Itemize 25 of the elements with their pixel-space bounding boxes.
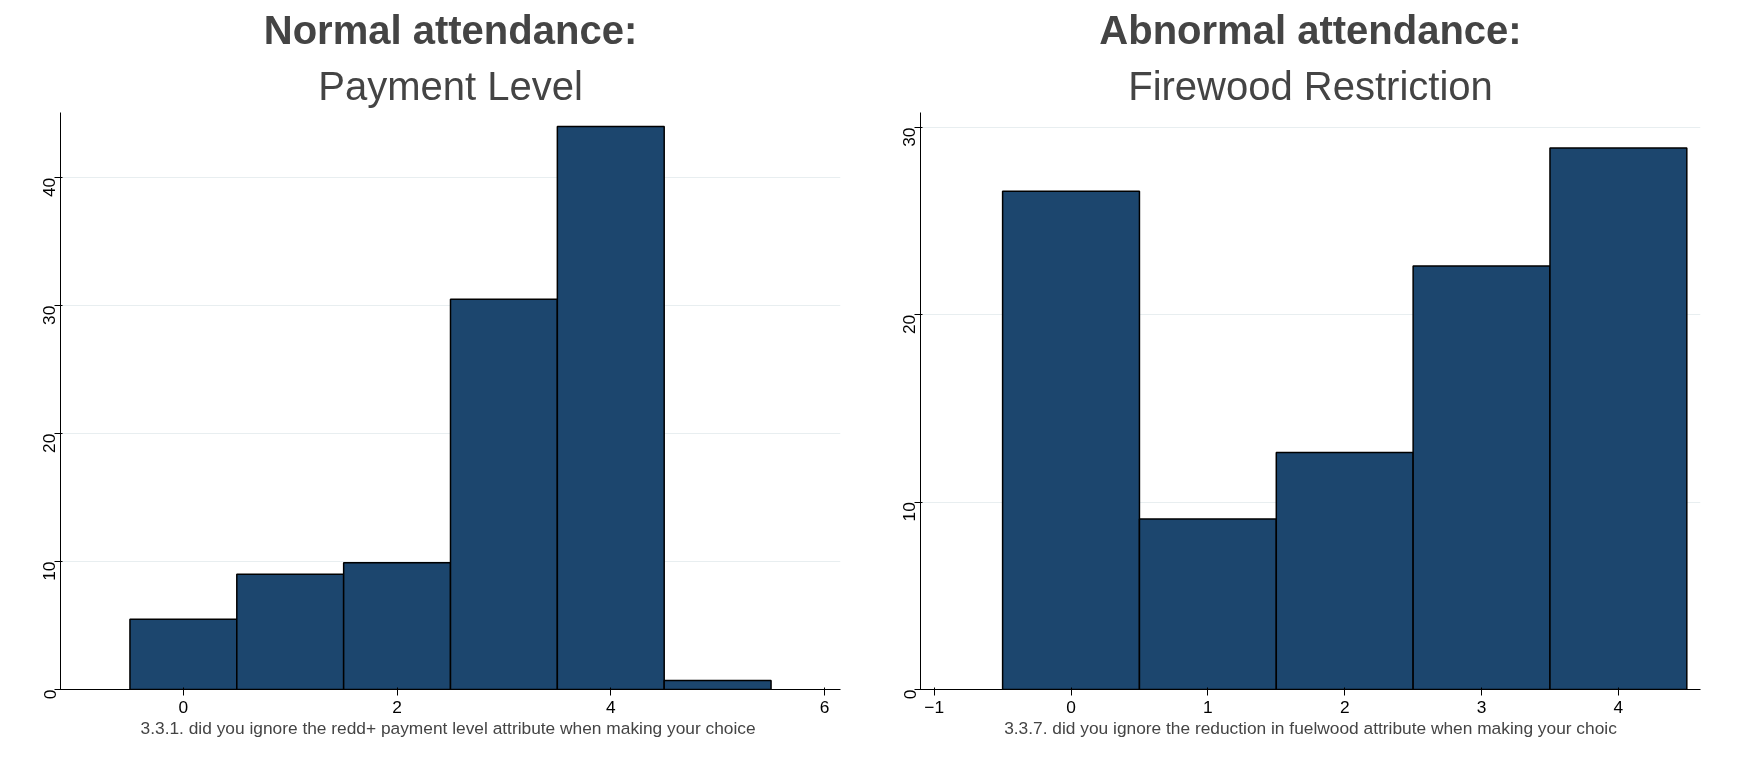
y-tick-label: 10 [899,502,920,522]
x-tick-label: 4 [1613,696,1624,717]
y-tick-label: 0 [39,689,60,700]
chart-subtitle: Firewood Restriction [1128,63,1493,108]
x-tick-label: 0 [178,696,189,717]
chart-subtitle: Payment Level [318,63,583,108]
x-axis-title: 3.3.7. did you ignore the reduction in fuelwood attribute when making your choic [1004,717,1618,738]
y-tick-label: 30 [899,127,920,147]
y-tick-label: 30 [39,305,60,325]
x-tick-label: 1 [1203,696,1213,717]
y-tick-label: 0 [899,689,920,700]
x-tick-label: 6 [819,696,830,717]
x-axis-title: 3.3.1. did you ignore the redd+ payment level attribute when making your choice [140,717,756,738]
x-tick-label: 2 [1339,696,1350,717]
x-tick-label: 3 [1476,696,1487,717]
y-tick-label: 20 [899,314,920,335]
y-tick-label: 20 [39,433,60,453]
chart-title: Normal attendance: [263,7,638,52]
x-tick-label: 2 [392,696,402,717]
y-tick-label: 10 [39,561,60,581]
x-tick-label: 0 [1066,696,1076,717]
y-tick-label: 40 [39,177,60,198]
chart-title: Abnormal attendance: [1099,7,1522,52]
x-tick-label: 4 [605,696,616,717]
x-tick-label: −1 [924,696,945,717]
